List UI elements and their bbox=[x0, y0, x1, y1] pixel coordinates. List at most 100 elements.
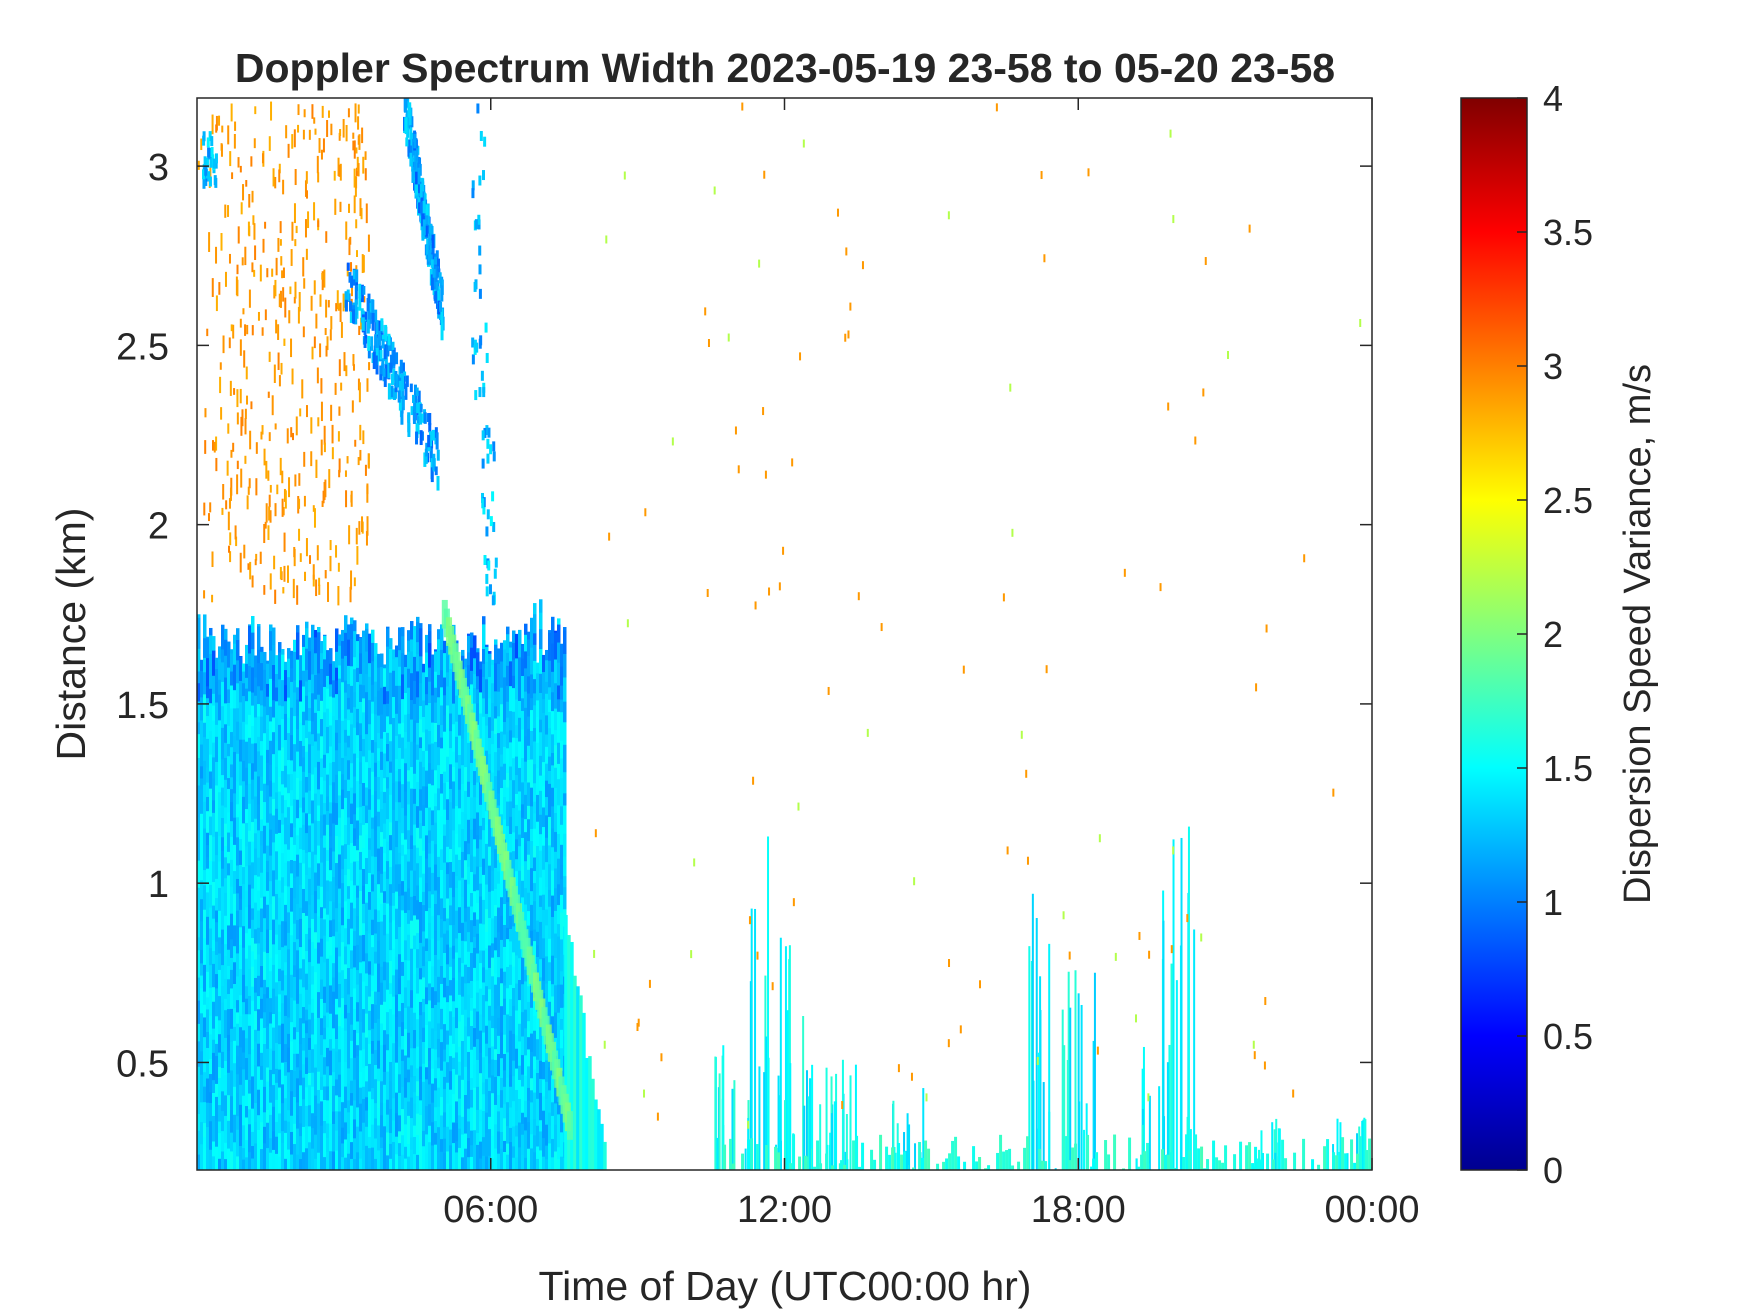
heatmap-cell bbox=[284, 490, 287, 509]
heatmap-cell bbox=[298, 498, 301, 509]
heatmap-cell bbox=[314, 819, 318, 841]
heatmap-cell bbox=[299, 1105, 303, 1124]
heatmap-cell bbox=[398, 733, 402, 749]
heatmap-cell bbox=[539, 755, 543, 776]
heatmap-cell bbox=[269, 1086, 273, 1103]
heatmap-cell bbox=[1273, 1129, 1276, 1170]
colorbar-tick-label: 1.5 bbox=[1543, 748, 1593, 789]
heatmap-cell bbox=[200, 898, 204, 922]
heatmap-cell bbox=[491, 836, 495, 853]
heatmap-cell bbox=[557, 1113, 561, 1128]
heatmap-cell bbox=[279, 457, 282, 476]
heatmap-cell bbox=[381, 339, 385, 349]
heatmap-cell bbox=[503, 1053, 507, 1071]
heatmap-cell bbox=[227, 811, 231, 833]
heatmap-cell bbox=[341, 681, 345, 710]
heatmap-cell bbox=[254, 977, 258, 993]
heatmap-cell bbox=[362, 1149, 366, 1170]
heatmap-cell bbox=[533, 1118, 537, 1136]
heatmap-cell bbox=[413, 844, 417, 871]
heatmap-cell bbox=[229, 487, 232, 501]
heatmap-cell bbox=[230, 685, 234, 709]
heatmap-cell bbox=[206, 856, 210, 869]
heatmap-cell bbox=[576, 986, 580, 1170]
heatmap-cell bbox=[380, 921, 384, 947]
heatmap-cell bbox=[275, 833, 279, 852]
heatmap-cell bbox=[551, 869, 555, 896]
heatmap-cell bbox=[371, 684, 375, 702]
heatmap-cell bbox=[204, 408, 207, 418]
heatmap-cell bbox=[894, 1152, 897, 1170]
heatmap-cell bbox=[359, 822, 363, 836]
heatmap-cell bbox=[371, 873, 375, 892]
heatmap-cell bbox=[395, 1074, 399, 1093]
heatmap-cell bbox=[407, 741, 411, 771]
heatmap-cell bbox=[479, 1030, 483, 1053]
heatmap-cell bbox=[344, 729, 348, 743]
heatmap-cell bbox=[437, 1067, 441, 1088]
heatmap-cell bbox=[1203, 1168, 1207, 1170]
heatmap-cell bbox=[353, 792, 357, 815]
heatmap-cell bbox=[788, 1145, 791, 1170]
heatmap-cell bbox=[335, 693, 339, 721]
heatmap-cell bbox=[311, 822, 315, 852]
heatmap-cell bbox=[542, 761, 546, 776]
heatmap-cell bbox=[377, 1149, 381, 1170]
heatmap-cell bbox=[1077, 993, 1080, 1170]
heatmap-cell bbox=[380, 808, 384, 833]
heatmap-cell bbox=[413, 133, 417, 149]
heatmap-cell bbox=[368, 809, 372, 839]
heatmap-cell bbox=[275, 981, 279, 997]
heatmap-cell bbox=[509, 741, 513, 767]
heatmap-cell bbox=[401, 698, 405, 723]
heatmap-cell bbox=[338, 817, 342, 837]
heatmap-cell bbox=[446, 861, 450, 875]
heatmap-cell bbox=[356, 1106, 360, 1127]
heatmap-cell bbox=[359, 1130, 363, 1159]
heatmap-cell bbox=[1028, 946, 1031, 1170]
heatmap-cell bbox=[488, 753, 492, 771]
heatmap-cell bbox=[1284, 1158, 1288, 1170]
heatmap-cell bbox=[293, 1123, 297, 1145]
heatmap-cell bbox=[362, 711, 366, 739]
heatmap-cell bbox=[432, 268, 436, 278]
heatmap-cell bbox=[347, 708, 351, 721]
heatmap-cell bbox=[332, 1027, 336, 1049]
heatmap-cell bbox=[377, 1068, 381, 1082]
heatmap-cell bbox=[1175, 980, 1178, 1170]
heatmap-cell bbox=[539, 1017, 543, 1038]
heatmap-cell bbox=[286, 565, 289, 583]
heatmap-cell bbox=[284, 1075, 288, 1099]
heatmap-cell bbox=[494, 915, 498, 938]
heatmap-cell bbox=[341, 882, 345, 908]
heatmap-cell bbox=[212, 756, 216, 779]
heatmap-cell bbox=[244, 408, 247, 419]
heatmap-cell bbox=[338, 406, 341, 416]
heatmap-cell bbox=[443, 920, 447, 934]
heatmap-cell bbox=[885, 1146, 889, 1170]
heatmap-cell bbox=[341, 1101, 345, 1128]
heatmap-cell bbox=[245, 1057, 249, 1080]
heatmap-cell bbox=[452, 958, 456, 978]
heatmap-cell bbox=[362, 903, 366, 924]
heatmap-cell bbox=[497, 931, 501, 958]
heatmap-cell bbox=[401, 673, 405, 700]
heatmap-cell bbox=[239, 898, 243, 910]
heatmap-cell bbox=[344, 843, 348, 859]
heatmap-cell bbox=[530, 730, 534, 746]
heatmap-cell bbox=[536, 767, 540, 795]
heatmap-cell bbox=[365, 883, 369, 903]
heatmap-cell bbox=[467, 651, 471, 666]
heatmap-cell bbox=[299, 1017, 303, 1045]
heatmap-cell bbox=[410, 1064, 414, 1078]
heatmap-cell bbox=[500, 915, 504, 940]
heatmap-cell bbox=[563, 804, 567, 834]
heatmap-cell bbox=[449, 801, 453, 830]
heatmap-cell bbox=[353, 845, 357, 862]
heatmap-cell bbox=[227, 667, 231, 690]
heatmap-cell bbox=[203, 801, 207, 829]
heatmap-cell bbox=[272, 1106, 276, 1132]
heatmap-cell bbox=[482, 1016, 486, 1033]
heatmap-cell bbox=[518, 1098, 522, 1123]
heatmap-cell bbox=[509, 766, 513, 781]
